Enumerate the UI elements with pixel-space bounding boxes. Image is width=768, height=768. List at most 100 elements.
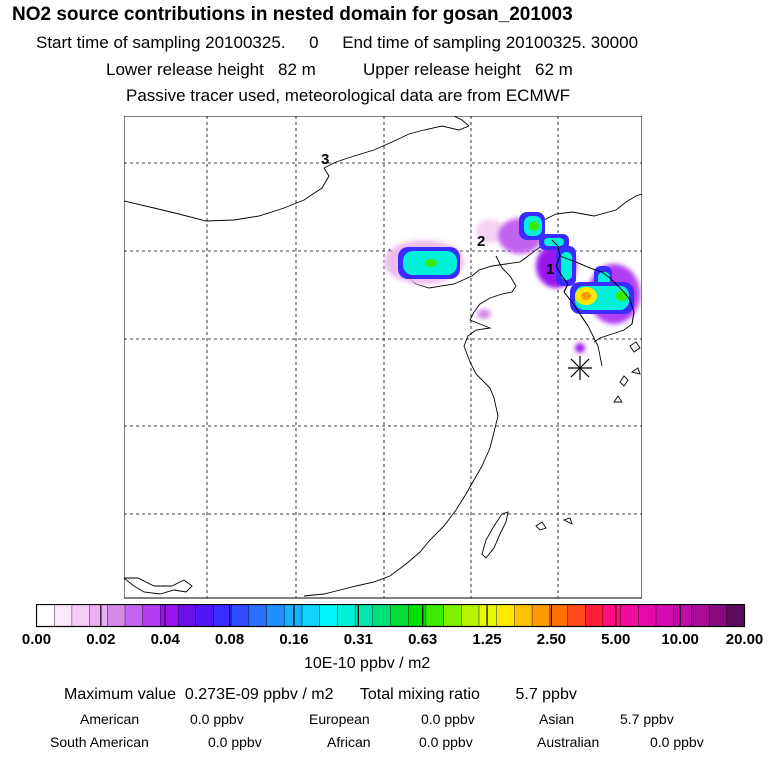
colorbar-cell <box>531 604 551 627</box>
china-east-coast <box>303 345 499 597</box>
colorbar-cell <box>195 604 215 627</box>
border-north <box>453 116 470 127</box>
colorbar-cell <box>708 604 728 627</box>
plume-peak <box>425 259 437 267</box>
colorbar-tick-label: 0.31 <box>343 631 373 648</box>
colorbar-tick-label: 0.02 <box>86 631 116 648</box>
colorbar-tick-label: 1.25 <box>472 631 502 648</box>
colorbar-cell <box>549 604 568 627</box>
map-border <box>124 116 642 599</box>
max-total-line: Maximum value 0.273E-09 ppbv / m2 Total … <box>64 686 577 704</box>
colorbar-tick-label: 10.00 <box>661 631 699 648</box>
colorbar-cell <box>107 604 126 627</box>
colorbar-cell <box>461 604 480 627</box>
colorbar-tick-label: 0.04 <box>150 631 180 648</box>
colorbar-tick-label: 0.00 <box>21 631 52 648</box>
marker-2: 2 <box>477 233 485 250</box>
colorbar-cell <box>372 604 391 627</box>
release-heights-line: Lower release height 82 m Upper release … <box>106 60 573 80</box>
upper-value: 62 m <box>535 60 573 79</box>
map-title: NO2 source contributions in nested domai… <box>12 4 573 25</box>
colorbar-cell <box>514 604 533 627</box>
marker-1: 1 <box>546 261 554 278</box>
tracer-note: Passive tracer used, meteorological data… <box>126 86 571 105</box>
colorbar-cell <box>248 604 268 627</box>
colorbar-cell <box>478 604 498 627</box>
japan-island <box>619 375 629 387</box>
mongolia-border <box>124 125 470 222</box>
colorbar-cell <box>691 604 710 627</box>
colorbar-cell <box>390 604 409 627</box>
colorbar-cell <box>284 604 303 627</box>
colorbar-tick-label: 0.63 <box>408 631 438 648</box>
colorbar-cell <box>408 604 427 627</box>
korea-east-outline <box>559 255 635 325</box>
graticule <box>124 116 642 598</box>
colorbar-cell <box>655 604 675 627</box>
colorbar-cell <box>266 604 285 627</box>
japan-island <box>629 341 641 353</box>
colorbar-cell <box>585 604 604 627</box>
colorbar-cell <box>124 604 144 627</box>
colorbar <box>36 604 746 628</box>
colorbar-cell <box>620 604 639 627</box>
colorbar-cell <box>443 604 462 627</box>
sampling-times-line: Start time of sampling 20100325. 0 End t… <box>36 33 638 53</box>
colorbar-cell <box>160 604 179 627</box>
end-value: 20100325. 30000 <box>505 33 639 52</box>
colorbar-cell <box>337 604 356 627</box>
plume-peak <box>616 291 628 301</box>
region-australian-value: 0.0 ppbv <box>650 734 704 750</box>
korea-west-coast <box>551 239 589 327</box>
total-value: 5.7 ppbv <box>515 686 577 703</box>
colorbar-cell <box>602 604 622 627</box>
region-american-value: 0.0 ppbv <box>190 711 244 727</box>
lower-value: 82 m <box>278 60 316 79</box>
receptor-star-icon <box>568 356 592 380</box>
small-island <box>562 517 573 525</box>
max-value: 0.273E-09 ppbv / m2 <box>184 686 334 703</box>
trajectory-markers: 1 2 3 <box>321 151 554 278</box>
plume-halo <box>477 309 491 319</box>
region-african-label: African <box>327 734 371 750</box>
colorbar-cell <box>638 604 657 627</box>
upper-label: Upper release height <box>363 60 521 79</box>
colorbar-cell <box>142 604 161 627</box>
plume-halo <box>476 219 504 243</box>
plume-peak <box>529 221 539 231</box>
hainan-region <box>124 577 193 595</box>
colorbar-tick-label: 0.16 <box>279 631 309 648</box>
japan-island <box>630 367 641 375</box>
total-label: Total mixing ratio <box>359 686 480 703</box>
region-african-value: 0.0 ppbv <box>419 734 473 750</box>
concentration-field <box>384 212 640 353</box>
colorbar-tick-label: 5.00 <box>601 631 631 648</box>
colorbar-tick-label: 0.08 <box>214 631 245 648</box>
colorbar-units: 10E-10 ppbv / m2 <box>304 655 431 672</box>
map-frame: 1 2 3 <box>124 116 642 599</box>
colorbar-cell <box>301 604 321 627</box>
colorbar-cell <box>71 604 91 627</box>
colorbar-tick-label: 20.00 <box>725 631 764 648</box>
coastlines-overlay <box>551 239 635 327</box>
start-label: Start time of sampling <box>36 33 201 52</box>
colorbar-cell <box>425 604 445 627</box>
region-australian-label: Australian <box>537 734 600 750</box>
marker-3: 3 <box>321 151 329 168</box>
colorbar-cell <box>54 604 73 627</box>
colorbar-cell <box>36 604 55 627</box>
taiwan-island <box>481 511 509 559</box>
region-american-label: American <box>80 711 140 727</box>
plume-core <box>561 252 572 280</box>
colorbar-cell <box>230 604 250 627</box>
colorbar-cell <box>567 604 586 627</box>
plume-peak <box>581 292 591 300</box>
colorbar-cell <box>177 604 197 627</box>
colorbar-cell <box>726 604 745 627</box>
lower-label: Lower release height <box>106 60 264 79</box>
colorbar-cell <box>213 604 232 627</box>
small-island <box>613 395 623 403</box>
plume-halo <box>575 343 585 353</box>
colorbar-border <box>36 604 746 628</box>
small-island <box>535 521 547 531</box>
